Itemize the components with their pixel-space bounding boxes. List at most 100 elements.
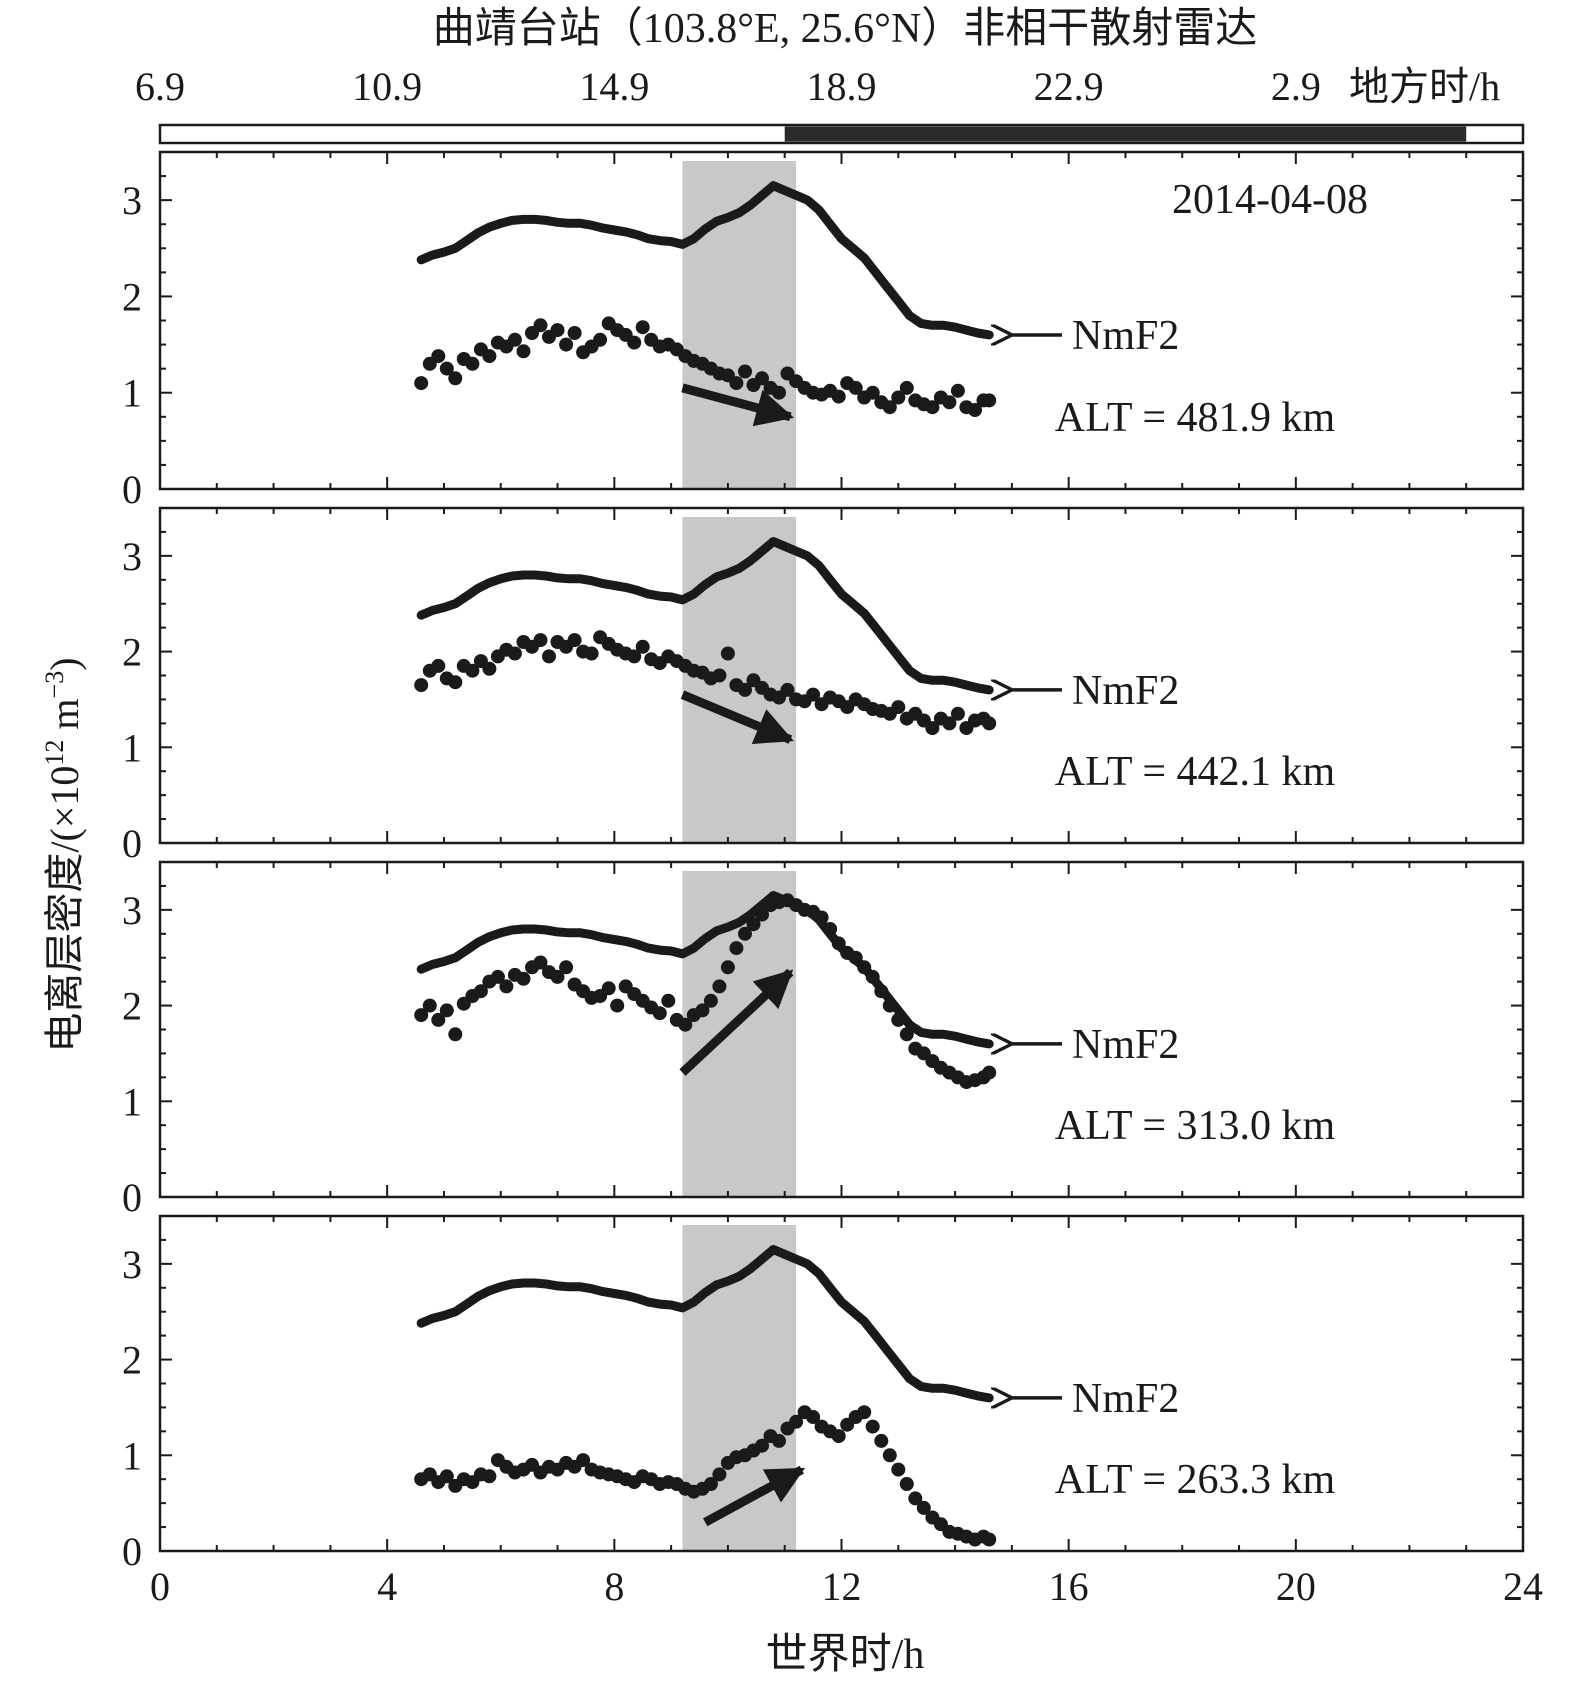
alt-data-point [533,955,548,970]
y-tick-label: 3 [122,1242,142,1287]
alt-data-point [533,318,548,333]
alt-data-point [516,971,531,986]
alt-data-point [635,320,650,335]
altitude-label: ALT = 442.1 km [1055,749,1336,795]
chart-title: 曲靖台站（103.8°E, 25.6°N）非相干散射雷达 [433,6,1258,52]
y-axis-label: 电离层密度/(×1012 m−3) [40,657,87,1052]
alt-data-point [414,376,429,391]
local-time-tick-label: 10.9 [352,64,422,109]
altitude-label: ALT = 263.3 km [1055,1457,1336,1503]
x-axis-label: 世界时/h [766,1632,925,1678]
y-tick-label: 1 [122,1079,142,1124]
alt-data-point [661,993,676,1008]
alt-data-point [942,716,957,731]
alt-data-point [703,1477,718,1491]
local-time-tick-label: 22.9 [1034,64,1104,109]
x-tick-label: 20 [1276,1564,1316,1609]
y-tick-label: 1 [122,1433,142,1478]
alt-data-point [882,1448,897,1463]
alt-data-point [482,1469,497,1484]
trend-arrow [680,690,794,744]
alt-data-point [982,1065,997,1080]
alt-data-point [891,1462,906,1477]
alt-data-point [899,380,914,395]
alt-data-point [857,960,872,975]
alt-data-point [942,395,957,410]
alt-data-point [755,371,769,386]
alt-data-point [755,907,769,922]
alt-data-point [490,969,505,984]
alt-data-point [899,1027,914,1042]
alt-data-point [559,960,574,975]
alt-data-point [772,385,786,400]
nmf2-series-line [416,181,994,340]
y-tick-label: 3 [122,178,142,223]
nmf2-label: NmF2 [1072,313,1179,359]
alt-data-point [823,922,838,936]
x-tick-label: 16 [1049,1564,1089,1609]
alt-data-point [982,716,997,731]
alt-data-point [746,917,761,932]
alt-data-point [899,1477,914,1491]
alt-data-point [542,649,556,664]
alt-data-point [908,1491,923,1506]
alt-data-point [695,1003,710,1018]
alt-data-point [593,332,608,347]
alt-data-point [882,400,897,415]
alt-data-point [712,668,727,683]
alt-data-point [755,1438,769,1453]
alt-data-point [567,633,582,648]
trend-arrow [679,968,794,1076]
alt-data-point [439,1469,454,1484]
alt-data-point [865,969,880,984]
alt-data-point [448,675,463,690]
alt-data-point [738,682,752,697]
local-time-tick-label: 6.9 [135,64,185,109]
alt-data-point [891,1012,906,1027]
alt-data-point [439,1003,454,1018]
y-tick-label: 3 [122,888,142,933]
alt-data-point [465,663,480,678]
x-tick-label: 4 [377,1564,397,1609]
alt-data-point [865,1419,880,1434]
alt-data-point [627,649,642,664]
alt-data-point [772,1433,786,1448]
alt-data-point [874,984,889,999]
alt-data-point [507,332,522,347]
alt-data-point [414,678,429,693]
alt-data-point [414,1008,429,1023]
alt-data-point [431,658,446,673]
alt-data-point [848,950,863,965]
alt-data-point [610,998,625,1013]
local-time-tick-label: 2.9 [1271,64,1321,109]
panel-1: 0 1 2 3 NmF2 ALT = 481.9 km 2014-04-08 [122,150,1525,512]
nmf2-label: NmF2 [1072,1022,1179,1068]
alt-data-point [738,926,752,941]
altitude-label: ALT = 481.9 km [1055,395,1336,441]
alt-data-point [635,639,650,654]
nmf2-label: NmF2 [1072,668,1179,714]
alt-data-point [925,400,940,415]
alt-data-point [439,361,454,376]
alt-data-point [729,941,744,956]
y-tick-label: 2 [122,1338,142,1383]
alt-data-point [482,661,497,676]
alt-data-point [831,936,846,951]
alt-data-point [982,393,997,408]
y-tick-label: 2 [122,274,142,319]
alt-data-point [916,1500,931,1515]
alt-data-point [950,383,965,398]
alt-data-point [814,910,829,925]
alt-data-point [448,1027,463,1042]
y-tick-label: 0 [122,467,142,512]
alt-data-point [789,1414,804,1429]
alt-data-point [482,349,497,364]
x-tick-label: 0 [150,1564,170,1609]
alt-data-point [857,1405,872,1420]
alt-data-point [499,979,514,994]
alt-data-point [891,390,906,405]
alt-data-point [678,1017,693,1032]
alt-data-point [627,335,642,350]
alt-data-point [720,646,735,661]
